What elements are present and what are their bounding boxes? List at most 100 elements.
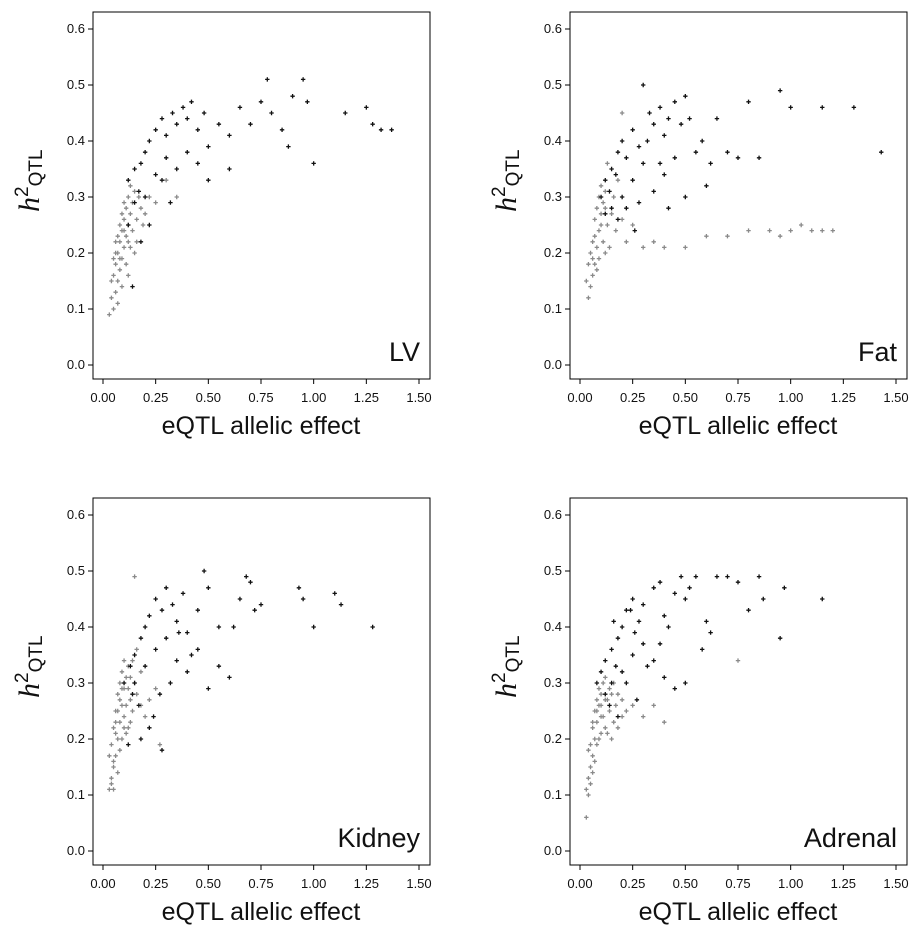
y-axis-label: h2QTL (12, 149, 47, 212)
data-point (598, 692, 604, 697)
data-point (672, 686, 677, 691)
data-point (584, 815, 589, 820)
data-point (596, 686, 602, 691)
data-point (174, 658, 179, 663)
data-point (111, 306, 116, 312)
data-point (142, 664, 148, 669)
data-point (767, 228, 772, 233)
x-tick-label: 1.50 (883, 390, 908, 405)
y-tick-label: 0.5 (544, 563, 562, 578)
data-point (147, 613, 152, 618)
data-point (117, 680, 123, 686)
data-point (603, 189, 608, 194)
data-point (756, 155, 762, 160)
data-point (590, 770, 595, 775)
data-point (613, 172, 619, 177)
x-tick-label: 0.50 (673, 876, 698, 891)
data-point (115, 708, 120, 714)
x-tick-label: 0.00 (567, 390, 592, 405)
data-point (615, 636, 621, 641)
x-tick-label: 1.50 (406, 876, 431, 891)
data-point (624, 708, 629, 714)
data-point (128, 245, 133, 250)
y-tick-label: 0.3 (67, 189, 85, 204)
data-point (687, 585, 692, 590)
x-tick-label: 1.00 (778, 876, 803, 891)
data-point (121, 200, 127, 205)
data-point (708, 161, 713, 166)
data-point (138, 636, 144, 641)
x-tick-label: 0.75 (725, 390, 750, 405)
data-point (735, 658, 741, 663)
data-point (704, 234, 709, 239)
data-point (115, 770, 120, 775)
data-point (603, 675, 608, 680)
y-tick-label: 0.5 (67, 563, 85, 578)
x-axis-label: eQTL allelic effect (162, 412, 361, 440)
data-point (651, 703, 656, 708)
data-point (159, 178, 165, 183)
data-point (128, 211, 133, 216)
data-point (117, 267, 123, 272)
data-point (227, 166, 232, 172)
data-point (128, 720, 133, 725)
data-point (628, 608, 633, 613)
data-point (147, 138, 152, 144)
data-point (636, 200, 642, 205)
data-point (111, 725, 116, 730)
data-point (592, 234, 597, 239)
data-point (820, 105, 825, 110)
data-point (704, 619, 709, 624)
series-dark-points (594, 574, 825, 719)
data-point (115, 736, 120, 742)
data-point (632, 228, 637, 233)
data-point (641, 602, 646, 607)
data-point (592, 217, 597, 222)
y-axis-label: h2QTL (489, 149, 524, 212)
x-tick-label: 1.25 (831, 876, 856, 891)
data-point (641, 714, 646, 719)
data-point (279, 127, 285, 132)
y-axis-label: h2QTL (489, 635, 524, 698)
data-point (598, 183, 604, 188)
data-point (624, 239, 629, 244)
data-point (634, 697, 640, 702)
data-point (651, 122, 656, 127)
data-point (113, 753, 118, 758)
data-point (830, 228, 835, 233)
x-tick-label: 1.00 (301, 876, 326, 891)
data-point (693, 150, 699, 155)
data-point (117, 256, 123, 261)
data-point (136, 703, 142, 708)
y-tick-label: 0.1 (67, 787, 85, 802)
data-point (126, 194, 131, 200)
data-point (170, 602, 175, 607)
y-tick-label: 0.0 (544, 357, 562, 372)
data-point (788, 228, 793, 233)
data-point (725, 574, 730, 579)
data-point (588, 781, 593, 786)
data-point (265, 77, 270, 82)
data-point (594, 267, 600, 272)
x-tick-label: 0.25 (620, 876, 645, 891)
data-point (662, 133, 667, 138)
data-point (735, 155, 741, 160)
data-point (389, 127, 394, 132)
data-point (687, 116, 692, 121)
data-point (590, 725, 595, 730)
data-point (619, 110, 625, 116)
data-point (647, 110, 652, 116)
x-tick-label: 1.50 (406, 390, 431, 405)
data-point (603, 658, 608, 663)
y-tick-label: 0.4 (67, 619, 85, 634)
data-point (248, 122, 253, 127)
data-point (662, 172, 667, 177)
data-point (123, 262, 129, 267)
x-axis-label: eQTL allelic effect (639, 412, 838, 440)
data-point (174, 619, 179, 624)
data-point (153, 686, 158, 691)
data-point (121, 217, 127, 222)
x-tick-label: 0.75 (248, 390, 273, 405)
y-tick-label: 0.2 (67, 245, 85, 260)
data-point (134, 692, 139, 697)
